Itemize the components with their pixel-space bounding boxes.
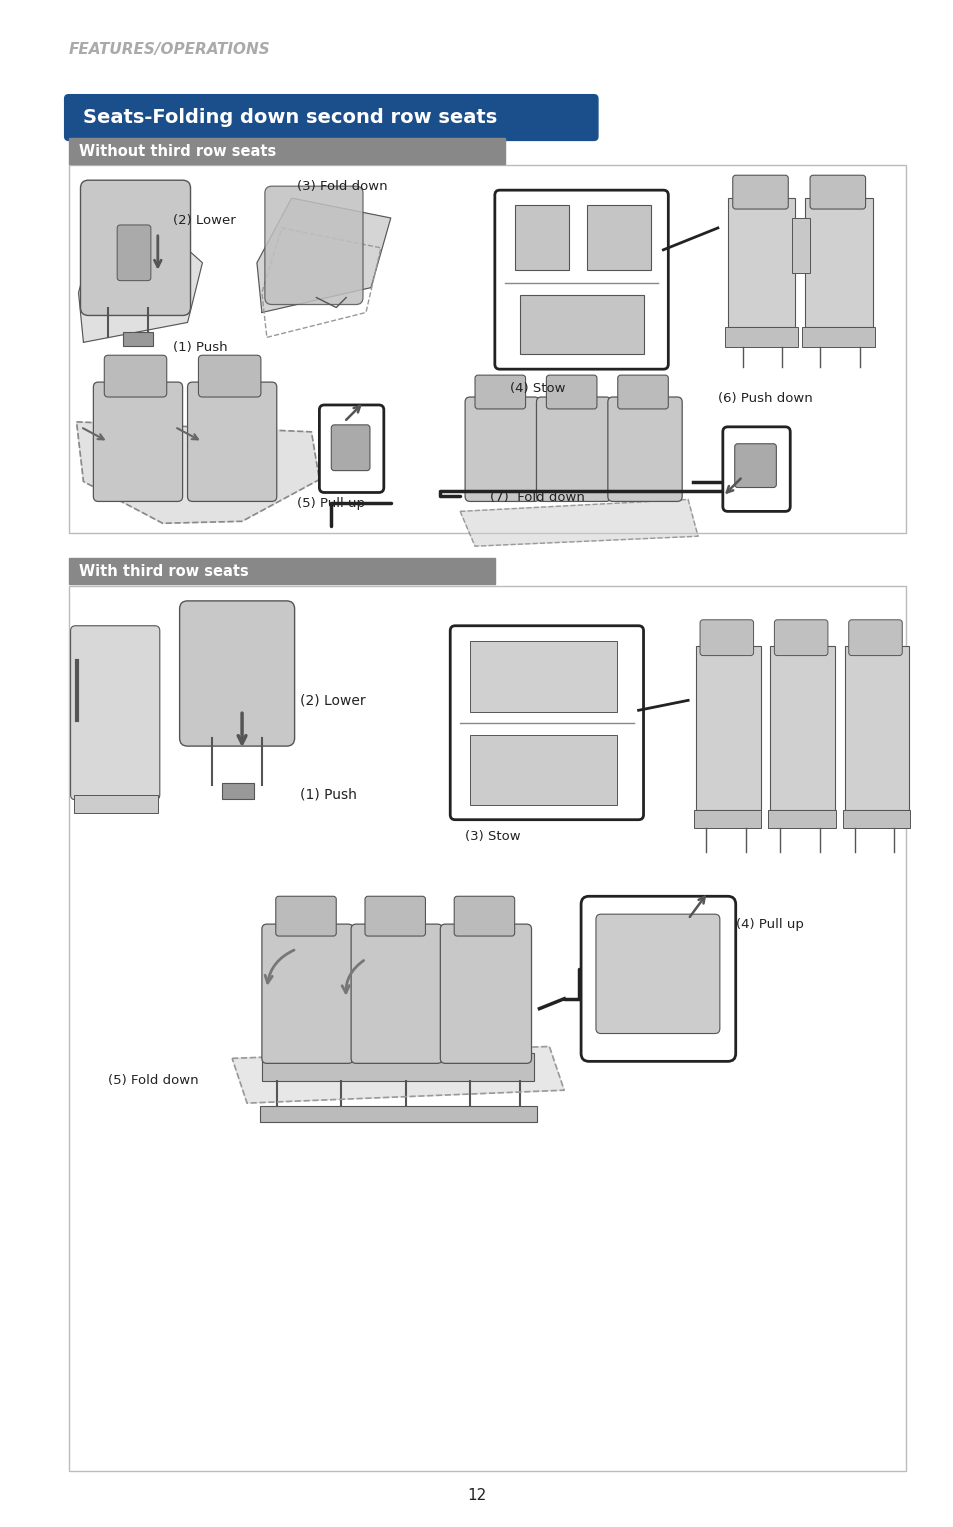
Text: (1) Push: (1) Push	[172, 341, 227, 354]
Text: Seats-Folding down second row seats: Seats-Folding down second row seats	[83, 108, 497, 127]
Bar	[791, 218, 809, 273]
Bar	[767, 809, 835, 828]
Bar	[259, 1106, 537, 1122]
FancyBboxPatch shape	[618, 376, 668, 409]
FancyBboxPatch shape	[700, 620, 753, 655]
Text: 12: 12	[467, 1489, 486, 1504]
FancyBboxPatch shape	[848, 620, 902, 655]
Text: (6) Push down: (6) Push down	[717, 392, 812, 405]
Bar	[514, 205, 569, 270]
Text: (7)  Fold down: (7) Fold down	[490, 492, 584, 504]
FancyBboxPatch shape	[319, 405, 383, 493]
FancyBboxPatch shape	[495, 191, 668, 370]
Bar	[123, 333, 152, 347]
Text: Without third row seats: Without third row seats	[78, 144, 275, 159]
FancyBboxPatch shape	[440, 924, 531, 1063]
Text: (1) Push: (1) Push	[299, 788, 356, 802]
Bar	[727, 199, 795, 327]
FancyBboxPatch shape	[734, 444, 776, 487]
Bar	[801, 327, 875, 347]
Bar	[770, 646, 834, 809]
FancyBboxPatch shape	[454, 896, 514, 936]
FancyBboxPatch shape	[732, 176, 787, 209]
Polygon shape	[76, 421, 319, 524]
FancyBboxPatch shape	[774, 620, 827, 655]
Bar	[470, 641, 617, 712]
Text: (4) Stow: (4) Stow	[509, 382, 564, 395]
FancyBboxPatch shape	[809, 176, 864, 209]
Bar	[519, 295, 643, 354]
Polygon shape	[78, 223, 202, 342]
Bar	[804, 199, 872, 327]
FancyBboxPatch shape	[262, 924, 353, 1063]
Polygon shape	[232, 1046, 563, 1102]
Polygon shape	[256, 199, 391, 313]
FancyBboxPatch shape	[465, 397, 538, 501]
Polygon shape	[459, 499, 698, 547]
Text: (3) Fold down: (3) Fold down	[296, 180, 387, 194]
FancyBboxPatch shape	[265, 186, 363, 304]
Bar	[222, 783, 253, 799]
FancyBboxPatch shape	[65, 95, 598, 140]
FancyBboxPatch shape	[188, 382, 276, 501]
Bar	[586, 205, 651, 270]
Text: FEATURES/OPERATIONS: FEATURES/OPERATIONS	[69, 41, 270, 56]
FancyBboxPatch shape	[117, 224, 151, 281]
Bar	[69, 165, 905, 533]
Bar	[843, 646, 908, 809]
FancyBboxPatch shape	[104, 356, 167, 397]
Bar	[69, 586, 905, 1471]
Bar	[73, 796, 157, 812]
Text: (3) Stow: (3) Stow	[465, 829, 520, 843]
FancyBboxPatch shape	[536, 397, 610, 501]
Bar	[694, 809, 760, 828]
Bar	[470, 734, 617, 805]
FancyBboxPatch shape	[71, 626, 160, 800]
FancyBboxPatch shape	[475, 376, 525, 409]
FancyBboxPatch shape	[275, 896, 335, 936]
Bar	[841, 809, 909, 828]
FancyBboxPatch shape	[351, 924, 442, 1063]
FancyBboxPatch shape	[596, 915, 720, 1034]
FancyBboxPatch shape	[722, 428, 789, 512]
Text: (5) Fold down: (5) Fold down	[108, 1073, 198, 1087]
Bar	[696, 646, 760, 809]
FancyBboxPatch shape	[93, 382, 182, 501]
FancyBboxPatch shape	[580, 896, 735, 1061]
FancyBboxPatch shape	[331, 425, 370, 470]
FancyBboxPatch shape	[80, 180, 191, 316]
FancyBboxPatch shape	[365, 896, 425, 936]
FancyBboxPatch shape	[607, 397, 681, 501]
Text: (5) Pull up: (5) Pull up	[296, 496, 364, 510]
FancyBboxPatch shape	[198, 356, 260, 397]
Bar	[262, 1054, 534, 1081]
FancyBboxPatch shape	[546, 376, 597, 409]
Text: (4) Pull up: (4) Pull up	[735, 918, 802, 930]
Text: (2) Lower: (2) Lower	[172, 214, 235, 228]
FancyBboxPatch shape	[179, 602, 294, 747]
FancyBboxPatch shape	[450, 626, 643, 820]
Text: (2) Lower: (2) Lower	[299, 693, 365, 707]
Bar	[724, 327, 798, 347]
Bar	[69, 559, 495, 583]
Text: With third row seats: With third row seats	[78, 563, 248, 579]
Bar	[69, 139, 504, 165]
